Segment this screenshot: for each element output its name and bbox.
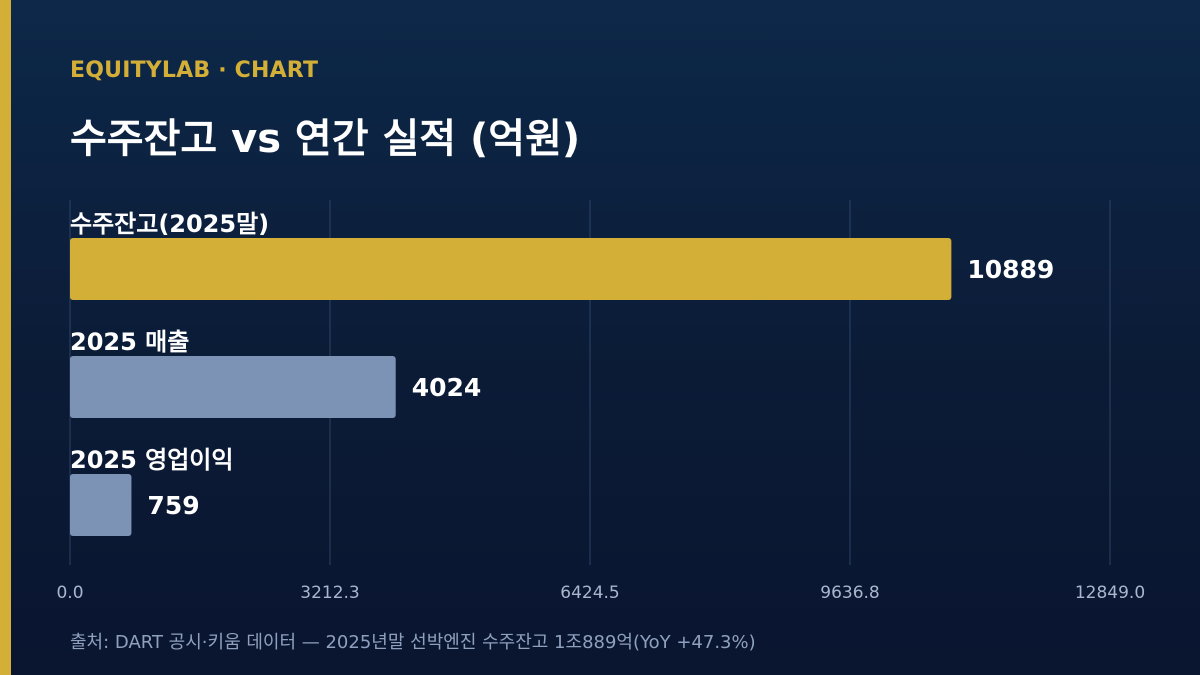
bar [70,356,396,418]
accent-bar [0,0,11,675]
bar [70,238,952,300]
x-tick-label: 3212.3 [300,583,359,603]
bar [70,474,132,536]
x-tick-label: 9636.8 [820,583,879,603]
x-tick-label: 12849.0 [1075,583,1145,603]
x-tick-label: 0.0 [56,583,83,603]
chart-title: 수주잔고 vs 연간 실적 (억원) [70,116,581,162]
category-label: 2025 매출 [70,328,189,356]
value-label: 10889 [967,255,1054,284]
value-label: 759 [147,491,199,520]
category-label: 2025 영업이익 [70,446,233,474]
brand-label: EQUITYLAB · CHART [70,58,319,83]
value-label: 4024 [412,373,482,402]
source-note: 출처: DART 공시·키움 데이터 — 2025년말 선박엔진 수주잔고 1조… [70,632,756,653]
category-label: 수주잔고(2025말) [70,210,269,238]
x-tick-label: 6424.5 [560,583,619,603]
